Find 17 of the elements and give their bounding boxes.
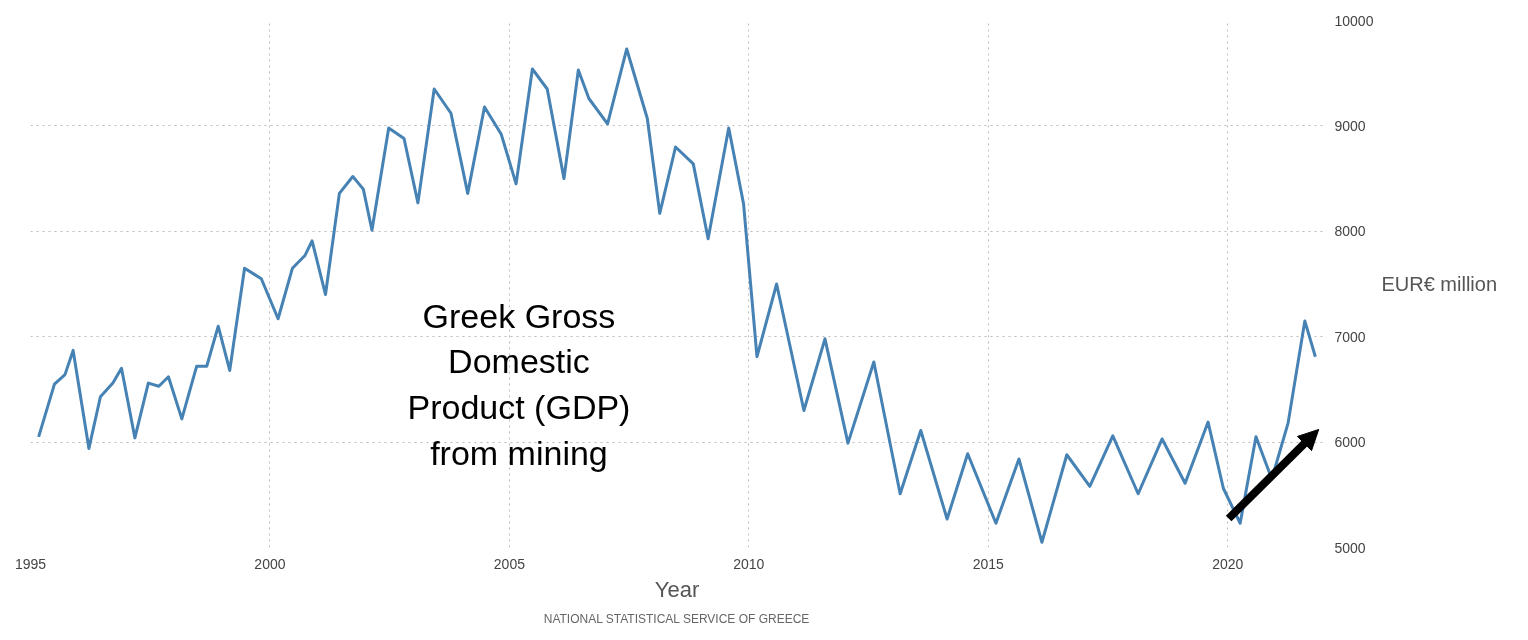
text: NATIONAL STATISTICAL SERVICE OF GREECE (543, 611, 810, 626)
y-tick-label: 10000 (1334, 12, 1374, 29)
x-axis-title: Year (654, 576, 700, 602)
x-tick-label: 1995 (14, 555, 47, 572)
y-tick-label: 8000 (1334, 223, 1366, 240)
annotation: Greek Gross Domestic Product (GDP) from mining (407, 296, 631, 472)
x-tick-label: 2000 (254, 555, 286, 572)
y-axis-title: EUR€ million (1381, 273, 1498, 295)
x-tick-label: 2005 (493, 555, 526, 572)
x-tick-label: 2015 (972, 555, 1005, 572)
x-tick-label: 2010 (733, 555, 765, 572)
x-tick-label: 2020 (1212, 555, 1244, 572)
y-tick-label: 6000 (1334, 434, 1366, 451)
y-tick-label: 5000 (1334, 539, 1366, 556)
y-tick-label: 9000 (1334, 117, 1366, 134)
line-series (37, 47, 1317, 544)
y-tick-label: 7000 (1334, 328, 1366, 345)
